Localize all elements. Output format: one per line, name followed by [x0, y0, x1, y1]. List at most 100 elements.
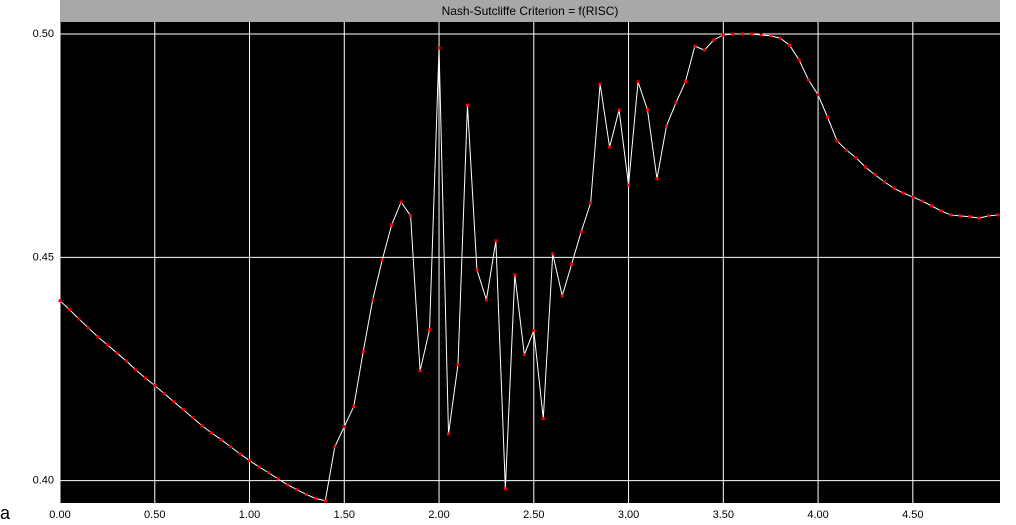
- data-point: [342, 425, 346, 429]
- data-point: [229, 445, 233, 449]
- data-point: [77, 317, 81, 321]
- data-point: [503, 487, 507, 491]
- x-tick-label: 4.00: [807, 509, 828, 521]
- data-point: [968, 215, 972, 219]
- data-point: [920, 199, 924, 203]
- data-point: [873, 173, 877, 177]
- data-point: [674, 101, 678, 105]
- data-point: [930, 204, 934, 208]
- data-point: [882, 180, 886, 184]
- data-point: [683, 80, 687, 84]
- data-point: [579, 230, 583, 234]
- data-point: [475, 268, 479, 272]
- y-tick-label: 0.50: [33, 28, 54, 40]
- data-point: [560, 294, 564, 298]
- data-point: [551, 252, 555, 256]
- data-point: [854, 156, 858, 160]
- data-point: [399, 200, 403, 204]
- data-point: [911, 195, 915, 199]
- data-point: [987, 214, 991, 218]
- data-point: [361, 350, 365, 354]
- data-point: [977, 216, 981, 220]
- data-point: [96, 335, 100, 339]
- data-point: [892, 186, 896, 190]
- data-point: [664, 124, 668, 128]
- data-point: [219, 438, 223, 442]
- data-point: [863, 165, 867, 169]
- data-point: [835, 139, 839, 143]
- data-point: [598, 82, 602, 86]
- x-tick-label: 3.00: [618, 509, 639, 521]
- corner-label: a: [0, 503, 11, 523]
- data-point: [238, 452, 242, 456]
- data-point: [191, 416, 195, 420]
- plot-area: [60, 22, 1000, 503]
- data-point: [200, 424, 204, 428]
- title-bar: [60, 0, 1000, 22]
- data-point: [484, 298, 488, 302]
- x-tick-label: 0.00: [49, 509, 70, 521]
- data-point: [807, 78, 811, 82]
- data-point: [248, 459, 252, 463]
- y-tick-label: 0.45: [33, 251, 54, 263]
- data-point: [541, 417, 545, 421]
- data-point: [778, 36, 782, 40]
- data-point: [124, 359, 128, 363]
- data-point: [788, 43, 792, 47]
- data-point: [949, 213, 953, 217]
- data-point: [181, 408, 185, 412]
- data-point: [636, 80, 640, 84]
- chart-title: Nash-Sutcliffe Criterion = f(RISC): [442, 4, 619, 18]
- data-point: [759, 33, 763, 37]
- data-point: [390, 223, 394, 227]
- data-point: [797, 58, 801, 62]
- data-point: [627, 183, 631, 187]
- data-point: [257, 465, 261, 469]
- data-point: [323, 499, 327, 503]
- data-point: [465, 103, 469, 107]
- data-point: [532, 329, 536, 333]
- data-point: [409, 214, 413, 218]
- x-tick-label: 1.00: [239, 509, 260, 521]
- data-point: [608, 145, 612, 149]
- data-point: [939, 209, 943, 213]
- data-point: [721, 33, 725, 37]
- data-point: [276, 477, 280, 481]
- data-point: [371, 298, 375, 302]
- data-point: [437, 46, 441, 50]
- data-point: [712, 38, 716, 42]
- data-point: [750, 32, 754, 36]
- data-point: [210, 431, 214, 435]
- data-point: [996, 213, 1000, 217]
- x-tick-label: 4.50: [902, 509, 923, 521]
- data-point: [731, 32, 735, 36]
- data-point: [134, 368, 138, 372]
- data-point: [456, 363, 460, 367]
- x-tick-label: 1.50: [334, 509, 355, 521]
- x-tick-label: 0.50: [144, 509, 165, 521]
- data-point: [693, 44, 697, 48]
- data-point: [816, 93, 820, 97]
- data-point: [655, 177, 659, 181]
- data-point: [702, 48, 706, 52]
- data-point: [266, 471, 270, 475]
- data-point: [105, 343, 109, 347]
- x-tick-label: 3.50: [713, 509, 734, 521]
- data-point: [901, 191, 905, 195]
- data-point: [826, 115, 830, 119]
- data-point: [447, 432, 451, 436]
- data-point: [162, 392, 166, 396]
- data-point: [418, 369, 422, 373]
- data-point: [86, 326, 90, 330]
- data-point: [352, 405, 356, 409]
- data-point: [380, 258, 384, 262]
- data-point: [513, 273, 517, 277]
- data-point: [958, 214, 962, 218]
- data-point: [333, 445, 337, 449]
- data-point: [67, 308, 71, 312]
- data-point: [844, 148, 848, 152]
- data-point: [295, 488, 299, 492]
- data-point: [143, 376, 147, 380]
- data-point: [153, 384, 157, 388]
